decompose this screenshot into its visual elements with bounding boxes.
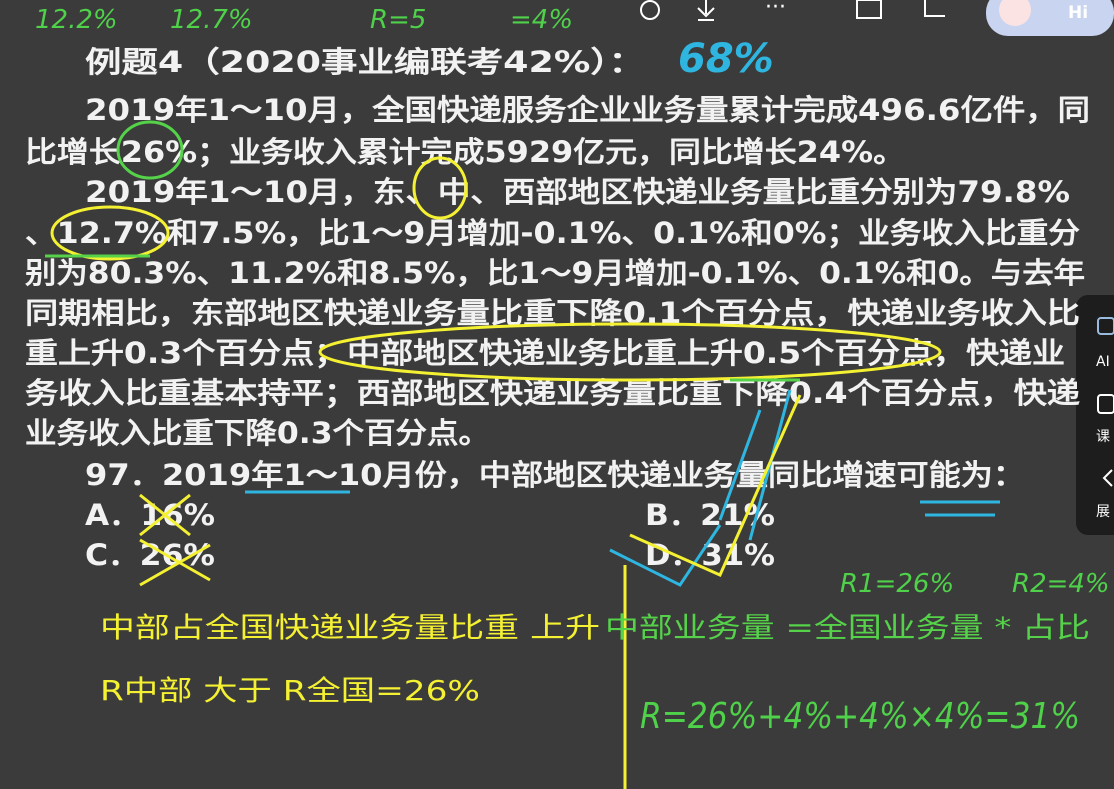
problem-line: 别为80.3%、11.2%和8.5%，比1～9月增加-0.1%、0.1%和0。与… <box>25 256 1085 290</box>
problem-line: 2019年1～10月，东、中、西部地区快递业务量比重分别为79.8% <box>85 175 1070 209</box>
question: 97．2019年1～10月份，中部地区快递业务量同比增速可能为： <box>85 458 1025 492</box>
circle-mark <box>50 205 170 261</box>
handwriting: 68% <box>678 36 774 82</box>
annotations <box>45 120 1000 789</box>
side-panel-bg <box>1076 295 1114 535</box>
pip-icon[interactable] <box>856 0 882 19</box>
handwriting: R1=26% <box>840 569 954 599</box>
assistant-avatar <box>999 0 1031 26</box>
side-item[interactable]: 课 <box>1096 429 1110 445</box>
side-item[interactable]: 展 <box>1096 504 1110 520</box>
side-item[interactable]: AI <box>1096 354 1110 370</box>
crop-icon[interactable] <box>924 0 945 17</box>
cross-mark <box>139 493 191 537</box>
toolbar: ··· Hi <box>640 0 1114 36</box>
top-handwriting: 12.2% 12.7% R=5 =4% <box>35 5 573 35</box>
share-icon[interactable] <box>640 0 660 20</box>
problem-title: 例题4（2020事业编联考42%）： <box>85 45 645 79</box>
download-icon[interactable] <box>697 0 715 21</box>
more-icon[interactable]: ··· <box>765 0 786 20</box>
problem-line: 比增长26%；业务收入累计完成5929亿元，同比增长24%。 <box>25 135 905 169</box>
cross-mark <box>139 538 211 587</box>
option: D．31% <box>645 538 775 572</box>
handwriting: 12.7% <box>170 5 253 35</box>
problem-line: 重上升0.3个百分点；中部地区快递业务比重上升0.5个百分点，快递业 <box>25 336 1065 370</box>
side-panel: AI 课 展 <box>1076 295 1114 535</box>
circle-mark <box>412 156 468 220</box>
circle-mark <box>318 322 942 382</box>
underline <box>920 500 1000 517</box>
handwriting: =4% <box>510 5 573 35</box>
handwriting: 12.2% <box>35 5 118 35</box>
greeting: Hi <box>1068 3 1088 23</box>
note: R中部 大于 R全国=26% <box>100 674 480 707</box>
expand-icon[interactable] <box>1102 469 1113 487</box>
handwriting: R=26%+4%+4%×4%=31% <box>640 696 1080 737</box>
stroke <box>623 394 802 789</box>
circle-mark <box>116 120 184 180</box>
course-icon[interactable] <box>1097 394 1114 414</box>
ai-icon[interactable] <box>1097 317 1114 335</box>
note: 中部占全国快递业务量比重 上升 <box>100 611 600 644</box>
note: 中部业务量 =全国业务量 * 占比 <box>605 611 1090 644</box>
problem-line: 务收入比重基本持平；西部地区快递业务量比重下降0.4个百分点，快递 <box>25 376 1080 410</box>
problem-line: 、12.7%和7.5%，比1～9月增加-0.1%、0.1%和0%；业务收入比重分 <box>25 216 1080 250</box>
handwriting: R=5 <box>370 5 426 35</box>
handwriting: R2=4% <box>1012 569 1110 599</box>
problem-line: 2019年1～10月，全国快递服务企业业务量累计完成496.6亿件，同 <box>85 93 1090 127</box>
problem-line: 业务收入比重下降0.3个百分点。 <box>25 416 490 450</box>
